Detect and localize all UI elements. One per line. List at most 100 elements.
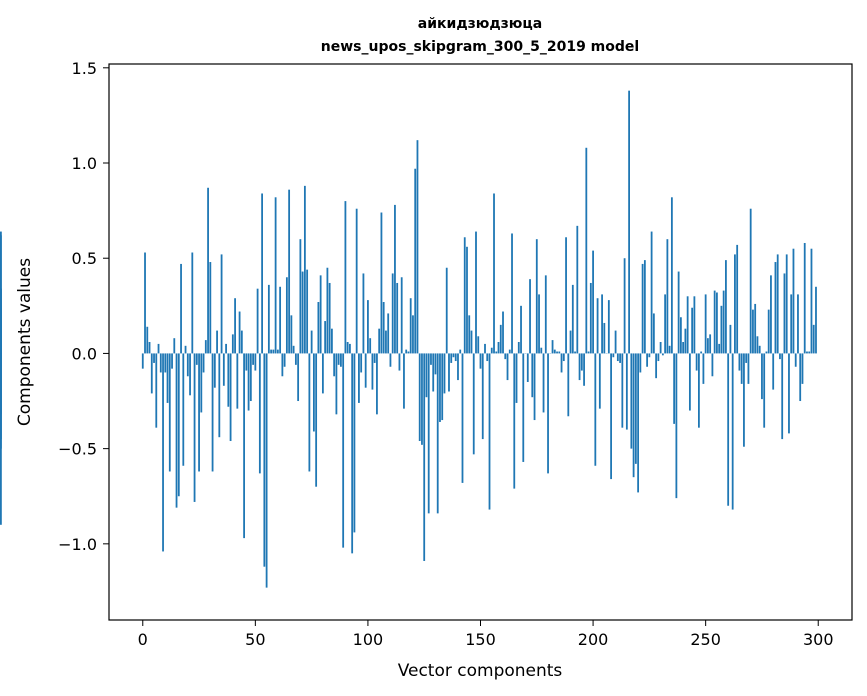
bar bbox=[520, 305, 522, 354]
bar bbox=[569, 330, 572, 354]
bar bbox=[567, 353, 570, 417]
bar bbox=[222, 353, 225, 386]
bar bbox=[285, 277, 288, 354]
bar bbox=[702, 353, 705, 384]
x-tick-label: 200 bbox=[578, 630, 609, 649]
bar bbox=[794, 353, 797, 367]
bar bbox=[475, 231, 477, 354]
bar bbox=[238, 311, 241, 354]
bar bbox=[427, 353, 430, 514]
bar bbox=[781, 353, 784, 440]
plot-area-frame bbox=[108, 63, 853, 621]
bar bbox=[598, 353, 601, 409]
bar bbox=[236, 353, 239, 409]
bar bbox=[439, 353, 441, 422]
bar bbox=[670, 197, 673, 354]
bar bbox=[740, 353, 743, 384]
bar bbox=[799, 353, 802, 402]
bar bbox=[560, 353, 563, 373]
bar bbox=[258, 353, 261, 474]
bar bbox=[195, 353, 198, 365]
bar bbox=[630, 353, 633, 449]
bar bbox=[688, 353, 691, 411]
bar bbox=[684, 328, 687, 354]
bar bbox=[321, 353, 324, 394]
bar bbox=[279, 286, 282, 354]
bar bbox=[216, 330, 218, 354]
bar bbox=[164, 353, 167, 373]
bar bbox=[380, 212, 383, 354]
bar bbox=[493, 193, 495, 354]
bar bbox=[403, 353, 405, 409]
bar bbox=[436, 353, 439, 514]
bar bbox=[414, 168, 417, 354]
bar bbox=[515, 353, 518, 403]
bar bbox=[389, 353, 392, 367]
bar bbox=[481, 353, 484, 440]
bar bbox=[328, 282, 331, 354]
bar bbox=[326, 267, 329, 354]
bar bbox=[659, 342, 662, 354]
bar bbox=[263, 353, 266, 567]
bar bbox=[761, 353, 763, 400]
bar bbox=[472, 353, 475, 455]
y-tick-label: 1.0 bbox=[72, 154, 97, 173]
bar bbox=[797, 294, 799, 354]
bar bbox=[551, 340, 554, 354]
y-tick-label: 0.5 bbox=[72, 249, 97, 268]
bar bbox=[319, 275, 322, 354]
bar bbox=[716, 292, 718, 354]
bar bbox=[652, 313, 655, 354]
bar bbox=[574, 351, 576, 354]
y-tick-label: 1.5 bbox=[72, 59, 97, 78]
bar bbox=[783, 273, 786, 354]
bar bbox=[367, 300, 369, 354]
bar bbox=[346, 342, 349, 354]
bar bbox=[785, 254, 788, 354]
bar bbox=[331, 328, 333, 354]
bar bbox=[547, 353, 549, 474]
bar bbox=[727, 353, 730, 506]
bar bbox=[459, 349, 462, 354]
bar bbox=[603, 322, 606, 354]
bar bbox=[168, 353, 171, 472]
bar bbox=[623, 258, 626, 354]
bar bbox=[544, 275, 547, 354]
bar bbox=[274, 197, 277, 354]
bar bbox=[661, 353, 664, 356]
bar bbox=[612, 353, 615, 358]
bar bbox=[148, 342, 151, 354]
bar bbox=[378, 328, 381, 354]
bar bbox=[628, 90, 630, 354]
bar bbox=[576, 225, 579, 354]
bar bbox=[231, 334, 234, 354]
bar bbox=[0, 353, 2, 358]
bar bbox=[310, 330, 313, 354]
bar bbox=[272, 349, 275, 354]
bar bbox=[745, 353, 748, 363]
bar bbox=[418, 353, 421, 442]
bar bbox=[639, 353, 642, 373]
bar bbox=[416, 140, 419, 354]
bar bbox=[720, 305, 723, 354]
bar bbox=[457, 353, 459, 381]
bar bbox=[315, 353, 318, 487]
bar bbox=[312, 353, 315, 432]
bar bbox=[792, 248, 795, 354]
bar bbox=[776, 254, 779, 354]
y-tick-label: 0.0 bbox=[72, 344, 97, 363]
x-tick-label: 50 bbox=[245, 630, 265, 649]
bar bbox=[535, 239, 538, 354]
bar bbox=[146, 326, 149, 354]
x-axis-label: Vector components bbox=[398, 661, 563, 681]
bar bbox=[256, 288, 259, 354]
bar bbox=[288, 189, 291, 354]
bar bbox=[441, 353, 444, 421]
bar bbox=[369, 338, 372, 354]
bar bbox=[477, 336, 480, 354]
bar bbox=[227, 353, 230, 407]
bar bbox=[466, 246, 468, 354]
bar bbox=[815, 286, 817, 354]
bar bbox=[421, 353, 423, 445]
